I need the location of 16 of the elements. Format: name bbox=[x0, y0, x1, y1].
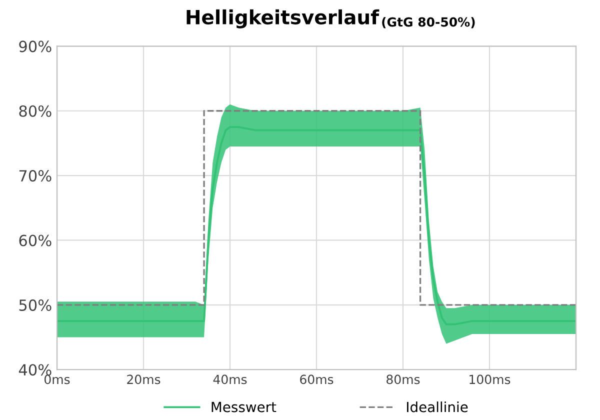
chart-subtitle: (GtG 80-50%) bbox=[382, 17, 475, 28]
y-tick-label: 40% bbox=[18, 364, 52, 376]
x-tick-label: 20ms bbox=[127, 374, 160, 384]
y-tick-label: 50% bbox=[19, 299, 52, 311]
x-tick-label: 80ms bbox=[386, 374, 420, 384]
x-tick-label: 60ms bbox=[300, 374, 334, 384]
legend-label: Ideallinie bbox=[407, 402, 468, 412]
chart-title: Helligkeitsverlauf bbox=[186, 9, 380, 28]
y-tick-label: 80% bbox=[19, 105, 52, 117]
y-tick-label: 60% bbox=[19, 234, 52, 246]
y-tick-label: 90% bbox=[19, 40, 52, 52]
x-tick-label: 40ms bbox=[213, 374, 247, 384]
legend-label: Messwert bbox=[212, 402, 276, 412]
x-tick-label: 0ms bbox=[44, 374, 70, 384]
x-tick-label: 100ms bbox=[470, 374, 510, 384]
y-tick-label: 70% bbox=[19, 170, 52, 182]
